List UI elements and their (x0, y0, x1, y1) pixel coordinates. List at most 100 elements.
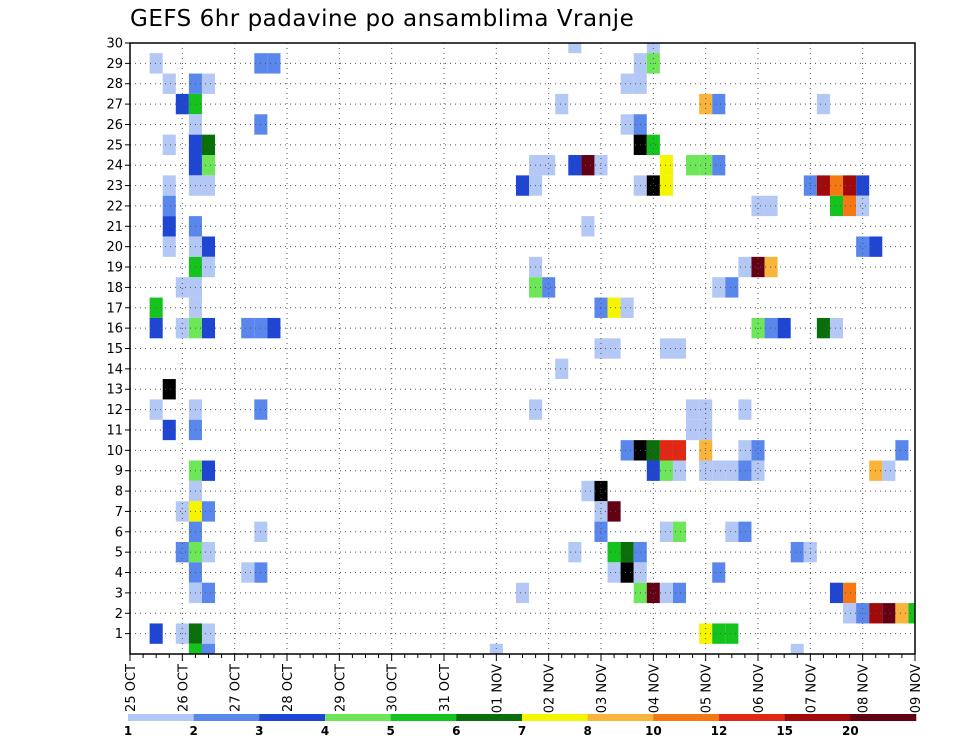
heatmap-cell (646, 582, 660, 604)
heatmap-cell (201, 460, 216, 481)
heatmap-cell (267, 53, 281, 74)
heatmap-cell (829, 582, 844, 604)
heatmap-cell (856, 175, 870, 196)
legend-label: 2 (189, 724, 197, 738)
heatmap-cell (515, 582, 530, 604)
legend-swatch (653, 714, 720, 721)
heatmap-cell (201, 623, 216, 644)
legend-swatch (784, 714, 851, 721)
legend-swatch (193, 714, 260, 721)
heatmap-cell (686, 155, 700, 176)
heatmap-cell (882, 460, 896, 481)
heatmap-cell (149, 53, 163, 74)
heatmap-cell (555, 358, 569, 380)
y-tick-label: 5 (115, 546, 123, 561)
heatmap-cell (659, 338, 673, 359)
heatmap-cell (646, 440, 660, 461)
heatmap-cell (672, 460, 687, 481)
x-axis: 25 OCT 26 OCT 27 OCT 28 OCT 29 OCT 30 OCT 31 O… (124, 654, 924, 713)
legend-swatch (325, 714, 391, 721)
y-tick-label: 23 (106, 179, 123, 194)
heatmap-cell (515, 175, 530, 196)
heatmap-cell (725, 277, 739, 298)
heatmap-cell (149, 317, 163, 339)
heatmap-cell (829, 175, 844, 196)
y-tick-label: 15 (106, 342, 123, 357)
heatmap-cell (620, 440, 634, 461)
heatmap-cell (659, 521, 673, 542)
heatmap-cell (162, 175, 176, 196)
heatmap-cell (162, 236, 176, 257)
y-tick-label: 28 (106, 77, 123, 92)
heatmap-cell (751, 460, 765, 481)
heatmap-cell (738, 399, 752, 420)
heatmap-cell (738, 440, 752, 461)
legend-label: 4 (321, 724, 329, 738)
legend-swatch (456, 714, 523, 721)
heatmap-cell (829, 317, 844, 339)
heatmap-cell (149, 297, 163, 318)
y-tick-label: 6 (115, 525, 123, 540)
legend-swatch (587, 714, 654, 721)
heatmap-cell (738, 256, 752, 278)
heatmap-cell (542, 155, 556, 176)
heatmap-cell (201, 175, 216, 196)
heatmap-cell (149, 623, 163, 644)
heatmap-cell (751, 440, 765, 461)
y-tick-label: 4 (115, 566, 123, 581)
heatmap-cell (908, 603, 915, 624)
y-tick-label: 27 (106, 98, 123, 113)
heatmap-cell (201, 582, 216, 604)
heatmap-cell (672, 440, 687, 461)
heatmap-cell (620, 114, 634, 135)
heatmap-cell (712, 277, 726, 298)
legend-label: 3 (255, 724, 263, 738)
y-tick-label: 26 (106, 118, 123, 133)
heatmap-cell (149, 399, 163, 420)
y-tick-label: 14 (106, 362, 123, 377)
y-tick-label: 7 (115, 505, 123, 520)
heatmap-cell (175, 277, 189, 298)
x-tick-label: 31 OCT (438, 664, 453, 712)
y-tick-label: 29 (106, 57, 123, 72)
heatmap-cell (646, 134, 660, 156)
heatmap-cell (201, 317, 216, 339)
legend-label: 8 (583, 724, 591, 738)
y-tick-label: 13 (106, 383, 123, 398)
legend-swatch (719, 714, 785, 721)
heatmap-cell (712, 93, 726, 115)
heatmap-cell (659, 582, 673, 604)
heatmap-cell (188, 643, 202, 654)
x-tick-label: 04 NOV (647, 664, 662, 713)
x-tick-label: 08 NOV (857, 664, 872, 713)
x-tick-label: 09 NOV (909, 664, 924, 713)
legend-label: 1 (124, 724, 132, 738)
heatmap-cell (751, 256, 765, 278)
legend-label: 10 (645, 724, 662, 738)
heatmap-cell (620, 562, 634, 583)
heatmap-cell (162, 73, 176, 94)
x-tick-label: 30 OCT (386, 664, 401, 712)
chart-title: GEFS 6hr padavine po ansamblima Vranje (130, 6, 635, 32)
heatmap-cell (659, 440, 673, 461)
x-tick-label: 05 NOV (700, 664, 715, 713)
x-tick-label: 01 NOV (490, 664, 505, 713)
y-tick-label: 17 (106, 301, 123, 316)
heatmap-cell (607, 338, 621, 359)
heatmap-cell (162, 134, 176, 156)
heatmap-cell (568, 43, 582, 54)
heatmap-cell (542, 277, 556, 298)
heatmap-cell (738, 521, 752, 542)
heatmap-cell (201, 155, 216, 176)
heatmap-cell (175, 93, 189, 115)
legend-swatch (128, 714, 194, 721)
legend-label: 20 (842, 724, 859, 738)
legend-label: 6 (452, 724, 460, 738)
y-tick-label: 8 (115, 485, 123, 500)
heatmap-cell (581, 155, 595, 176)
heatmap-cell (790, 541, 804, 563)
heatmap-cell (816, 317, 830, 339)
heatmap-cell (267, 317, 281, 339)
heatmap-cell (607, 297, 621, 318)
